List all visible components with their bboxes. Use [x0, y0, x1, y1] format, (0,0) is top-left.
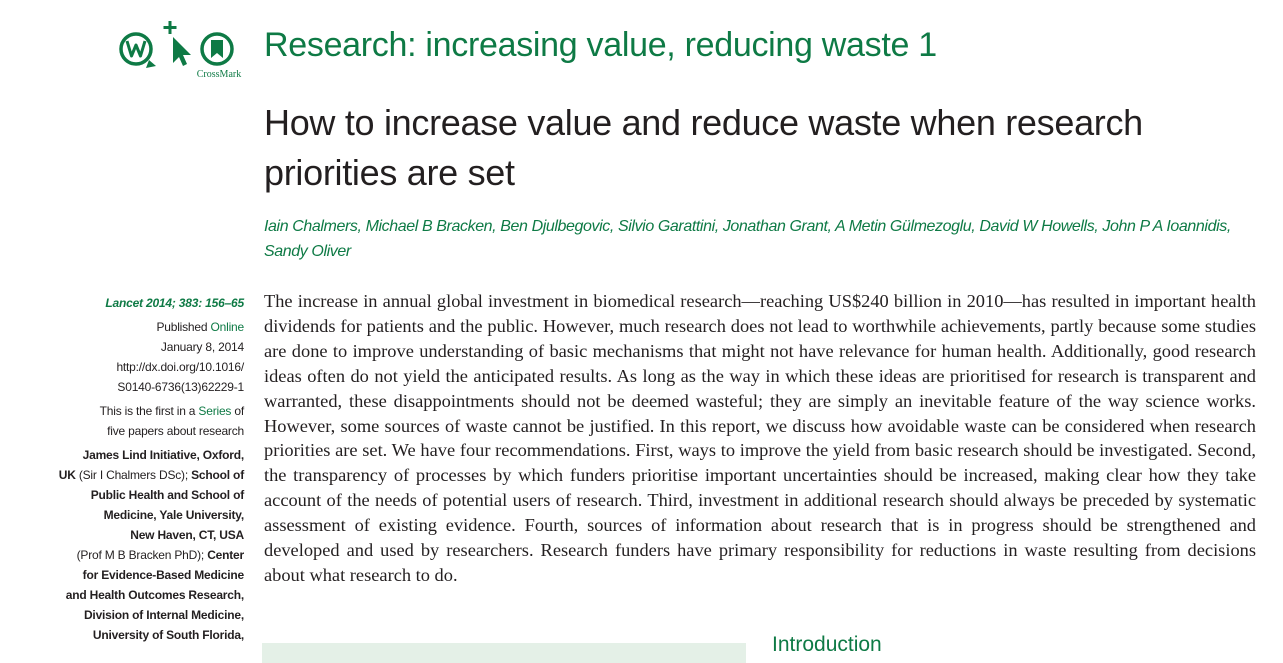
citation: Lancet 2014; 383: 156–65	[40, 293, 244, 313]
affiliation-line: Public Health and School of	[40, 485, 244, 505]
crossmark-label[interactable]: CrossMark	[196, 69, 242, 80]
affiliation-text: University of South Florida,	[92, 628, 244, 642]
affiliation-author: (Prof M B Bracken PhD);	[76, 548, 208, 562]
doi-line-1[interactable]: http://dx.doi.org/10.1016/	[116, 360, 244, 374]
crossmark-icon[interactable]	[200, 32, 234, 66]
affiliation-line: Medicine, Yale University,	[40, 505, 245, 525]
published-line: Published Online	[40, 317, 244, 337]
affiliation-line: James Lind Initiative, Oxford,	[40, 445, 245, 465]
affiliation-text: School of	[191, 468, 244, 482]
section-heading-introduction: Introduction	[772, 633, 882, 656]
article-sidebar: Lancet 2014; 383: 156–65 Published Onlin…	[40, 293, 244, 645]
affiliation-text: and Health Outcomes Research,	[65, 588, 244, 602]
logo-icons	[119, 21, 234, 68]
published-label: Published	[156, 320, 208, 334]
affiliation-text: for Evidence-Based Medicine	[82, 568, 245, 582]
cursor-icon	[163, 21, 191, 66]
series-link[interactable]: Series	[198, 404, 232, 418]
affiliation-line: and Health Outcomes Research,	[40, 585, 244, 605]
affiliation-line: Division of Internal Medicine,	[40, 605, 244, 625]
affiliation-text: Center	[207, 548, 244, 562]
affiliation-text: James Lind Initiative, Oxford,	[82, 448, 245, 462]
affiliation-line: (Prof M B Bracken PhD); Center	[40, 545, 245, 565]
affiliation-text: Division of Internal Medicine,	[83, 608, 244, 622]
series-note: This is the first in a Series of	[40, 401, 245, 421]
affiliation-text: Medicine, Yale University,	[103, 508, 245, 522]
doi-line-2[interactable]: S0140-6736(13)62229-1	[117, 380, 244, 394]
affiliations: James Lind Initiative, Oxford, UK (Sir I…	[40, 445, 244, 645]
article-title: How to increase value and reduce waste w…	[264, 102, 1143, 193]
citation-text: Lancet 2014; 383: 156–65	[105, 296, 244, 310]
published-date: January 8, 2014	[160, 340, 244, 354]
series-note-of: of	[234, 404, 244, 418]
publisher-logo-group	[118, 18, 244, 82]
affiliation-line: New Haven, CT, USA	[40, 525, 244, 545]
web-extra-icon	[119, 32, 156, 68]
affiliation-text: UK	[58, 468, 76, 482]
series-title: Research: increasing value, reducing was…	[264, 26, 937, 64]
affiliation-line: for Evidence-Based Medicine	[40, 565, 245, 585]
author-list: Iain Chalmers, Michael B Bracken, Ben Dj…	[264, 218, 1231, 260]
affiliation-text: Public Health and School of	[90, 488, 244, 502]
published-online-link[interactable]: Online	[210, 320, 245, 334]
series-note-line-2: five papers about research	[107, 424, 244, 438]
series-note-text: This is the first in a	[99, 404, 196, 418]
summary-panel	[262, 643, 746, 663]
affiliation-line: University of South Florida,	[40, 625, 244, 645]
affiliation-line: UK (Sir I Chalmers DSc); School of	[40, 465, 244, 485]
affiliation-text: New Haven, CT, USA	[130, 528, 244, 542]
affiliation-author: (Sir I Chalmers DSc);	[75, 468, 192, 482]
abstract: The increase in annual global investment…	[264, 291, 1256, 585]
